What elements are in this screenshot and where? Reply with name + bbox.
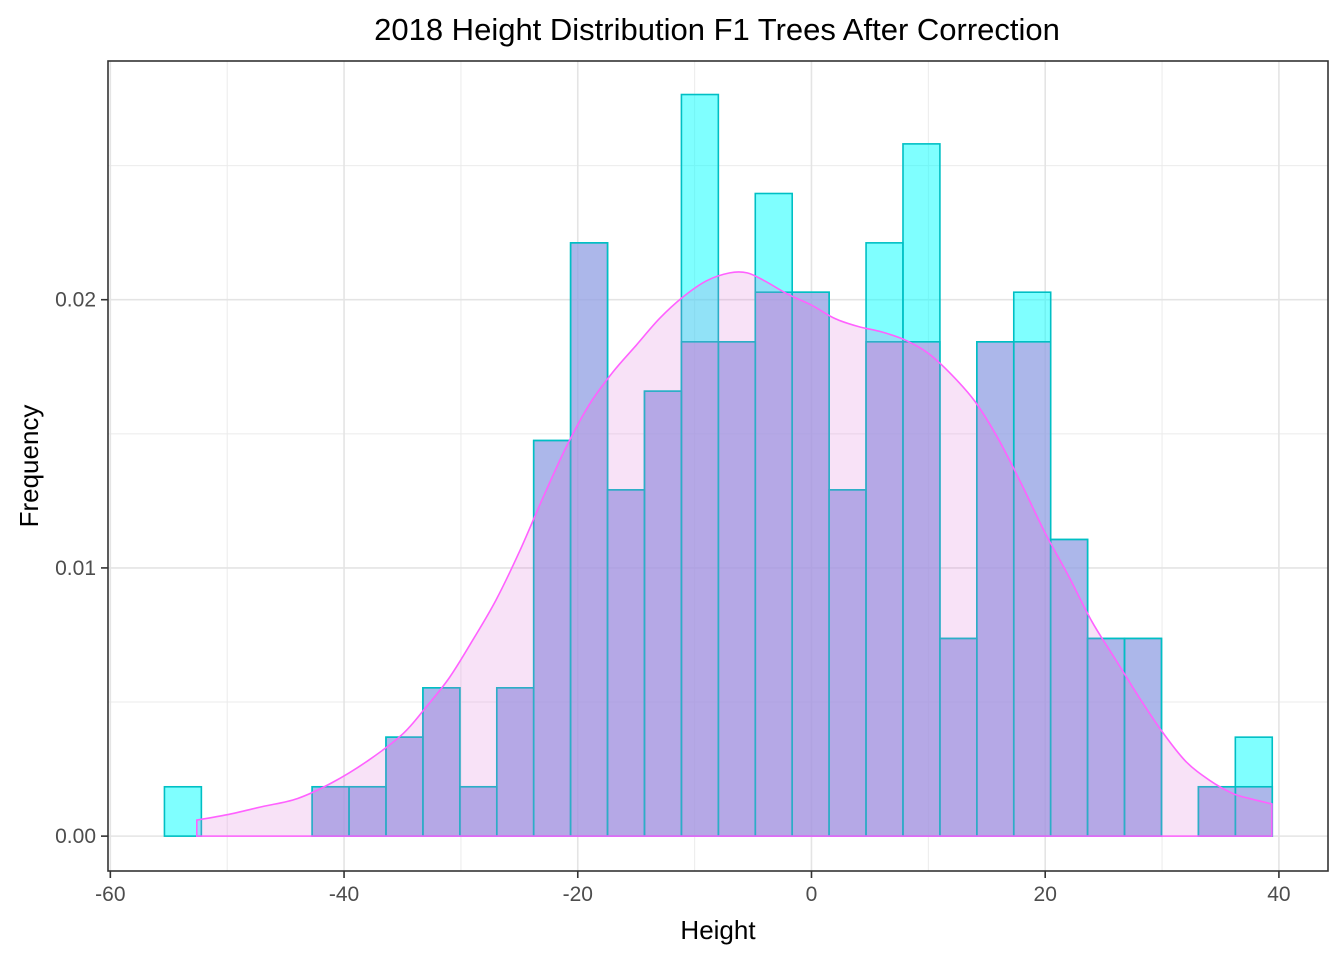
histogram-bar-series-2 [902, 341, 941, 837]
x-axis-title: Height [680, 915, 756, 945]
histogram-bar-series-2 [1123, 637, 1163, 837]
histogram-bar-series-2 [717, 341, 757, 837]
histogram-bar-series-2 [1086, 637, 1126, 837]
histogram-bar-series-1 [163, 785, 203, 837]
histogram-bar-series-2 [976, 341, 1015, 837]
histogram-bars [163, 93, 1274, 837]
histogram-bar-series-2 [1197, 785, 1237, 837]
histogram-bar-series-2 [569, 242, 609, 837]
histogram-bar-series-2 [1234, 785, 1274, 837]
axis-ticks: -60 -40 -20 0 20 40 0.00 0.01 0.02 [55, 289, 1290, 906]
x-tick-label: -60 [95, 883, 125, 906]
x-tick-label: 20 [1034, 883, 1057, 906]
x-tick-label: 40 [1267, 883, 1290, 906]
y-tick-label: 0.00 [55, 825, 96, 848]
histogram-bar-series-2 [828, 489, 867, 837]
plot-panel-border [107, 60, 1329, 872]
x-tick-label: -40 [329, 883, 359, 906]
y-tick-label: 0.02 [55, 289, 96, 312]
histogram-bar-series-2 [680, 341, 720, 837]
y-tick-label: 0.01 [55, 557, 96, 580]
histogram-bar-series-2 [495, 687, 535, 837]
x-tick-label: 0 [806, 883, 818, 906]
x-tick-label: -20 [563, 883, 593, 906]
histogram-bar-series-2 [865, 341, 904, 837]
histogram-bar-series-2 [422, 687, 461, 837]
density-curve [196, 271, 1273, 837]
y-axis-title: Frequency [14, 405, 44, 528]
density-layer [196, 271, 1273, 837]
chart-title: 2018 Height Distribution F1 Trees After … [374, 12, 1060, 47]
histogram-bar-series-2 [939, 637, 978, 837]
